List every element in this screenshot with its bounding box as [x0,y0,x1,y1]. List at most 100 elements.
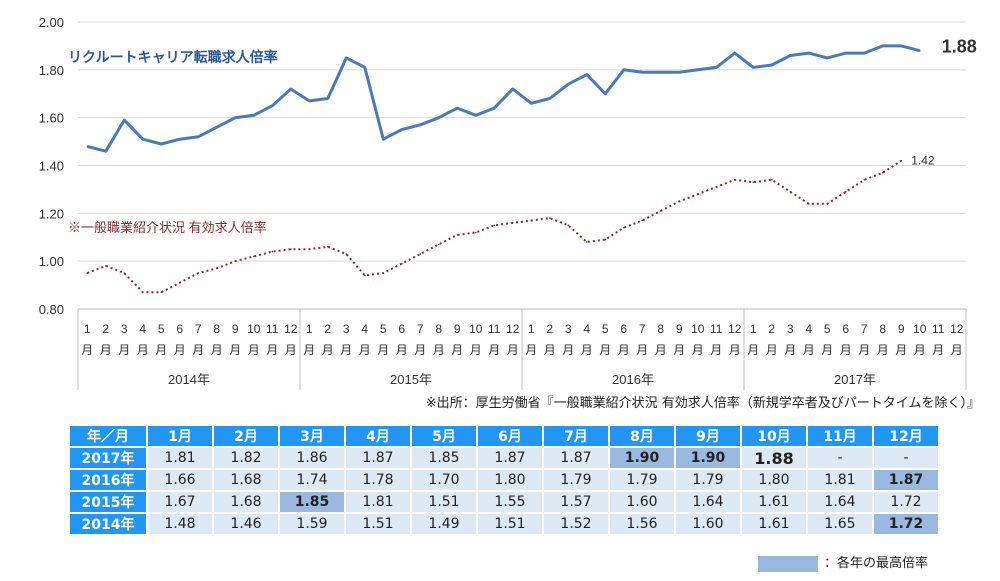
x-tick-month-number: 4 [139,322,146,336]
point-general [234,260,237,263]
table-cell: 1.81 [808,470,872,490]
point-general [197,272,200,274]
point-recruit [660,71,662,73]
end-label-general: 1.42 [911,154,935,168]
point-general [493,224,496,227]
table-cell: 1.57 [544,492,608,512]
x-tick-month-number: 2 [324,322,331,336]
x-tick-month-number: 2 [102,322,109,336]
table-month-header: 12月 [874,426,938,446]
ratio-table: 年／月 1月 2月 3月 4月 5月 6月 7月 8月 9月 10月 11月 12月 2017年 1.8… [68,424,940,536]
table-cell: 1.60 [610,492,674,512]
x-tick-month-unit: 月 [692,343,704,357]
x-tick-month-number: 8 [879,322,886,336]
x-tick-month-number: 10 [247,322,261,336]
series-general-line [86,159,902,294]
x-tick-month-unit: 月 [396,343,408,357]
point-general [179,281,181,284]
x-tick-month-unit: 月 [636,343,648,357]
y-tick-label: 1.40 [39,159,64,174]
table-cell: 1.68 [214,470,278,490]
x-tick-month-unit: 月 [562,343,574,357]
x-tick-month-unit: 月 [192,343,204,357]
x-tick-month-unit: 月 [840,343,852,357]
x-tick-month-unit: 月 [322,343,334,357]
point-general [216,267,218,270]
table-corner-header: 年／月 [70,426,146,446]
x-tick-month-number: 12 [284,322,298,336]
x-tick-month-unit: 月 [951,343,963,357]
table-cell: - [808,448,872,468]
x-tick-month-number: 10 [913,322,927,336]
source-note: ※出所：厚生労働省『一般職業紹介状況 有効求人倍率（新規学卒者及びパートタイムを… [425,396,980,411]
y-tick-label: 1.20 [39,206,64,221]
point-recruit [475,114,477,117]
x-tick-month-unit: 月 [710,343,722,357]
point-recruit [271,104,274,107]
x-tick-month-number: 7 [195,322,202,336]
x-tick-month-unit: 月 [118,343,130,357]
table-cell: 1.79 [676,470,740,490]
x-tick-month-number: 11 [266,322,279,336]
x-tick-month-unit: 月 [673,343,685,357]
x-tick-month-number: 10 [691,322,705,336]
x-tick-month-unit: 月 [303,343,315,357]
x-tick-month-unit: 月 [488,343,500,357]
point-general [863,179,866,181]
table-cell: 1.72 [874,514,938,534]
table-cell: 1.85 [412,448,476,468]
y-axis: 0.80 1.00 1.20 1.40 1.60 1.80 2.00 [39,15,64,317]
point-general [123,272,126,274]
point-general [734,179,736,181]
x-tick-month-number: 6 [176,322,183,336]
point-general [697,193,699,195]
table-month-header: 2月 [214,426,278,446]
year-label: 2016年 [612,372,654,387]
table-cell: 1.61 [742,492,806,512]
x-tick-month-number: 7 [417,322,424,336]
y-tick-label: 2.00 [39,15,64,30]
x-tick-month-unit: 月 [340,343,352,357]
table-cell: 1.48 [148,514,212,534]
x-tick-month-unit: 月 [100,343,112,357]
table-row: 2016年 1.66 1.68 1.74 1.78 1.70 1.80 1.79 1.79 1.7… [70,470,938,490]
point-recruit [512,88,514,90]
end-label-recruit: 1.88 [942,37,977,57]
point-recruit [586,73,588,76]
year-label: 2017年 [834,372,876,387]
x-tick-month-unit: 月 [359,343,371,357]
point-recruit [623,69,625,71]
table-cell: 1.81 [346,492,410,512]
point-general [456,234,459,236]
x-tick-month-number: 9 [676,322,683,336]
x-tick-month-number: 9 [454,322,461,336]
table-cell: 1.87 [346,448,410,468]
point-general [826,203,829,205]
table-cell: 1.51 [478,514,542,534]
point-general [382,272,385,274]
x-tick-month-number: 8 [435,322,442,336]
point-general [512,222,514,224]
point-general [327,246,329,248]
table-cell: 1.85 [280,492,344,512]
table-year-header: 2017年 [70,448,146,468]
point-general [438,243,440,246]
point-general [364,274,366,277]
table-cell: 1.79 [610,470,674,490]
point-recruit [789,54,792,57]
point-general [771,179,773,181]
table-cell: 1.80 [478,470,542,490]
x-tick-month-number: 3 [121,322,128,336]
point-recruit [567,83,570,85]
point-general [586,241,588,243]
table-row: 2014年 1.48 1.46 1.59 1.51 1.49 1.51 1.52 1.56 1.6… [70,514,938,534]
point-recruit [845,52,847,54]
legend-swatch [758,555,818,572]
table-year-header: 2014年 [70,514,146,534]
table-cell: 1.64 [676,492,740,512]
point-recruit [86,145,89,148]
table-cell: 1.88 [742,448,806,468]
x-tick-month-number: 3 [787,322,794,336]
x-tick-month-unit: 月 [470,343,482,357]
x-tick-month-number: 12 [950,322,964,336]
